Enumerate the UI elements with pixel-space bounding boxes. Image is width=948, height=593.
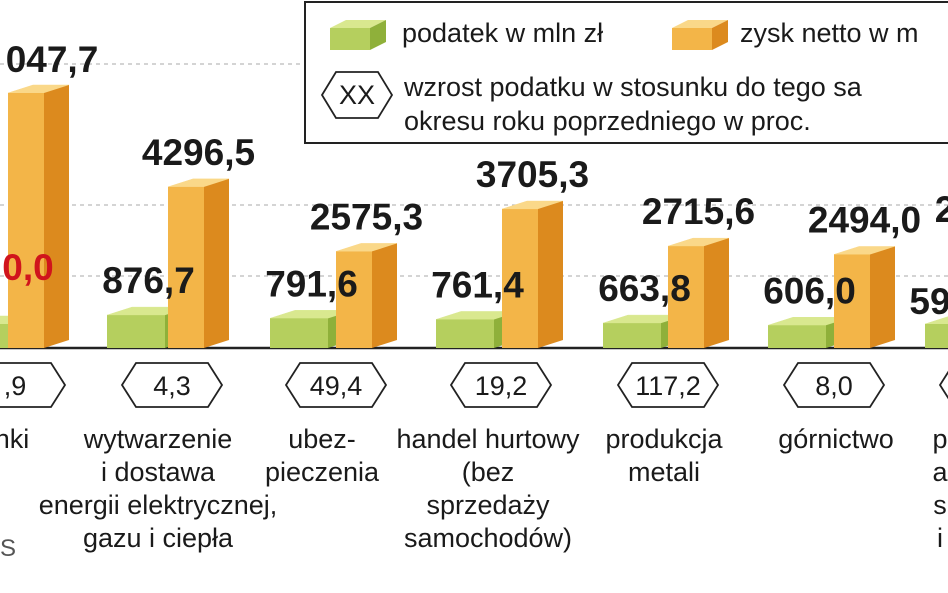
growth-hexagon	[782, 362, 886, 408]
legend-hex-line2: okresu roku poprzedniego w proc.	[404, 106, 811, 136]
growth-label: 19,2	[475, 371, 528, 401]
profit-value-label: 2494,0	[808, 199, 921, 240]
growth-hexagons: ,9 4,3 49,4 19,2 117,2 8,0	[0, 362, 948, 408]
category-label: gazu i ciepła	[83, 523, 234, 553]
tax-bar-front	[0, 324, 8, 348]
tax-bar-front	[270, 318, 328, 348]
category-label: i dostawa	[101, 457, 216, 487]
tax-bar-front	[925, 324, 948, 348]
profit-bar-side	[44, 85, 69, 348]
legend-profit-swatch	[672, 20, 728, 50]
tax-bar-front	[603, 323, 661, 348]
profit-bar	[667, 237, 730, 348]
legend: podatek w mln zł zysk netto w m XX wzros…	[304, 1, 948, 144]
profit-bar-front	[168, 186, 204, 348]
category-label: metali	[628, 457, 700, 487]
profit-bar-front	[8, 93, 44, 348]
category-label: górnictwo	[778, 424, 894, 454]
swatch-top	[330, 20, 386, 28]
profit-bar-front	[336, 251, 372, 348]
tax-value-label: 663,8	[598, 268, 691, 309]
bars	[0, 84, 948, 348]
legend-tax-label: podatek w mln zł	[402, 18, 603, 48]
source-fragment: S	[0, 535, 16, 562]
category-label: i	[937, 523, 943, 553]
swatch-top	[672, 20, 728, 28]
tax-value-label: 606,0	[763, 270, 856, 311]
profit-bar	[7, 84, 70, 348]
tax-value-label: 876,7	[102, 260, 195, 301]
growth-hexagon	[616, 362, 720, 408]
profit-bar	[335, 243, 398, 348]
growth-label: ,9	[4, 371, 27, 401]
profit-bar-side	[870, 246, 895, 348]
tax-bar-front	[768, 325, 826, 348]
growth-label: 49,4	[310, 371, 363, 401]
tax-bar	[767, 317, 852, 348]
swatch-front	[672, 28, 712, 50]
tax-value-label: 761,4	[431, 264, 524, 305]
legend-profit-label: zysk netto w m	[740, 18, 919, 48]
category-label: a	[932, 457, 948, 487]
growth-hexagon	[284, 362, 388, 408]
profit-value-label: 2	[935, 189, 948, 230]
growth-hexagon	[0, 362, 67, 408]
growth-label: 117,2	[635, 371, 701, 401]
profit-bar-side	[704, 238, 729, 348]
legend-tax-swatch	[330, 20, 386, 50]
profit-value-label: 4296,5	[142, 132, 255, 173]
profit-bar	[833, 246, 896, 348]
growth-hexagon	[449, 362, 553, 408]
profit-bar-side	[372, 243, 397, 348]
legend-hexagon-icon	[320, 71, 394, 119]
profit-bar-side	[204, 178, 229, 348]
profit-value-label: 2575,3	[310, 196, 423, 237]
category-label: p	[932, 424, 947, 454]
swatch-front	[330, 28, 370, 50]
profit-bar-side	[538, 201, 563, 348]
growth-hexagon	[120, 362, 224, 408]
value-labels: 047,7 0,0 4296,5 876,7 2575,3 791,6 3705,3 761,…	[2, 39, 948, 322]
category-label: wytwarzenie	[83, 424, 233, 454]
profit-bar-front	[502, 209, 538, 348]
tax-bar-front	[107, 315, 165, 348]
tax-value-label: 791,6	[265, 263, 358, 304]
category-label: s	[933, 490, 947, 520]
category-label: produkcja	[605, 424, 723, 454]
legend-hex-sample: XX	[339, 80, 375, 110]
profit-bar-front	[834, 254, 870, 348]
category-label: sprzedaży	[426, 490, 550, 520]
growth-label: 4,3	[153, 371, 191, 401]
tax-value-label: 0,0	[2, 247, 53, 288]
tax-bar-top	[924, 316, 948, 325]
legend-hex-line1: wzrost podatku w stosunku do tego sa	[403, 72, 863, 102]
category-label: (bez	[462, 457, 515, 487]
category-label: pieczenia	[265, 457, 380, 487]
swatch-side	[370, 20, 386, 50]
tax-value-label: 59	[909, 281, 948, 322]
growth-hexagon	[938, 370, 948, 400]
category-label: nki	[0, 424, 29, 454]
profit-bar	[501, 200, 564, 348]
profit-value-label: 047,7	[6, 39, 99, 80]
tax-bar	[924, 316, 948, 348]
profit-value-label: 3705,3	[476, 154, 589, 195]
tax-bar-front	[436, 319, 494, 348]
profit-bar-front	[668, 246, 704, 348]
growth-label: 8,0	[815, 371, 853, 401]
category-label: energii elektrycznej,	[39, 490, 278, 520]
category-label: samochodów)	[404, 523, 572, 553]
legend-box	[304, 1, 948, 144]
profit-bar	[167, 178, 230, 348]
profit-value-label: 2715,6	[642, 191, 755, 232]
category-label: handel hurtowy	[396, 424, 580, 454]
category-label: ubez-	[288, 424, 356, 454]
swatch-side	[712, 20, 728, 50]
